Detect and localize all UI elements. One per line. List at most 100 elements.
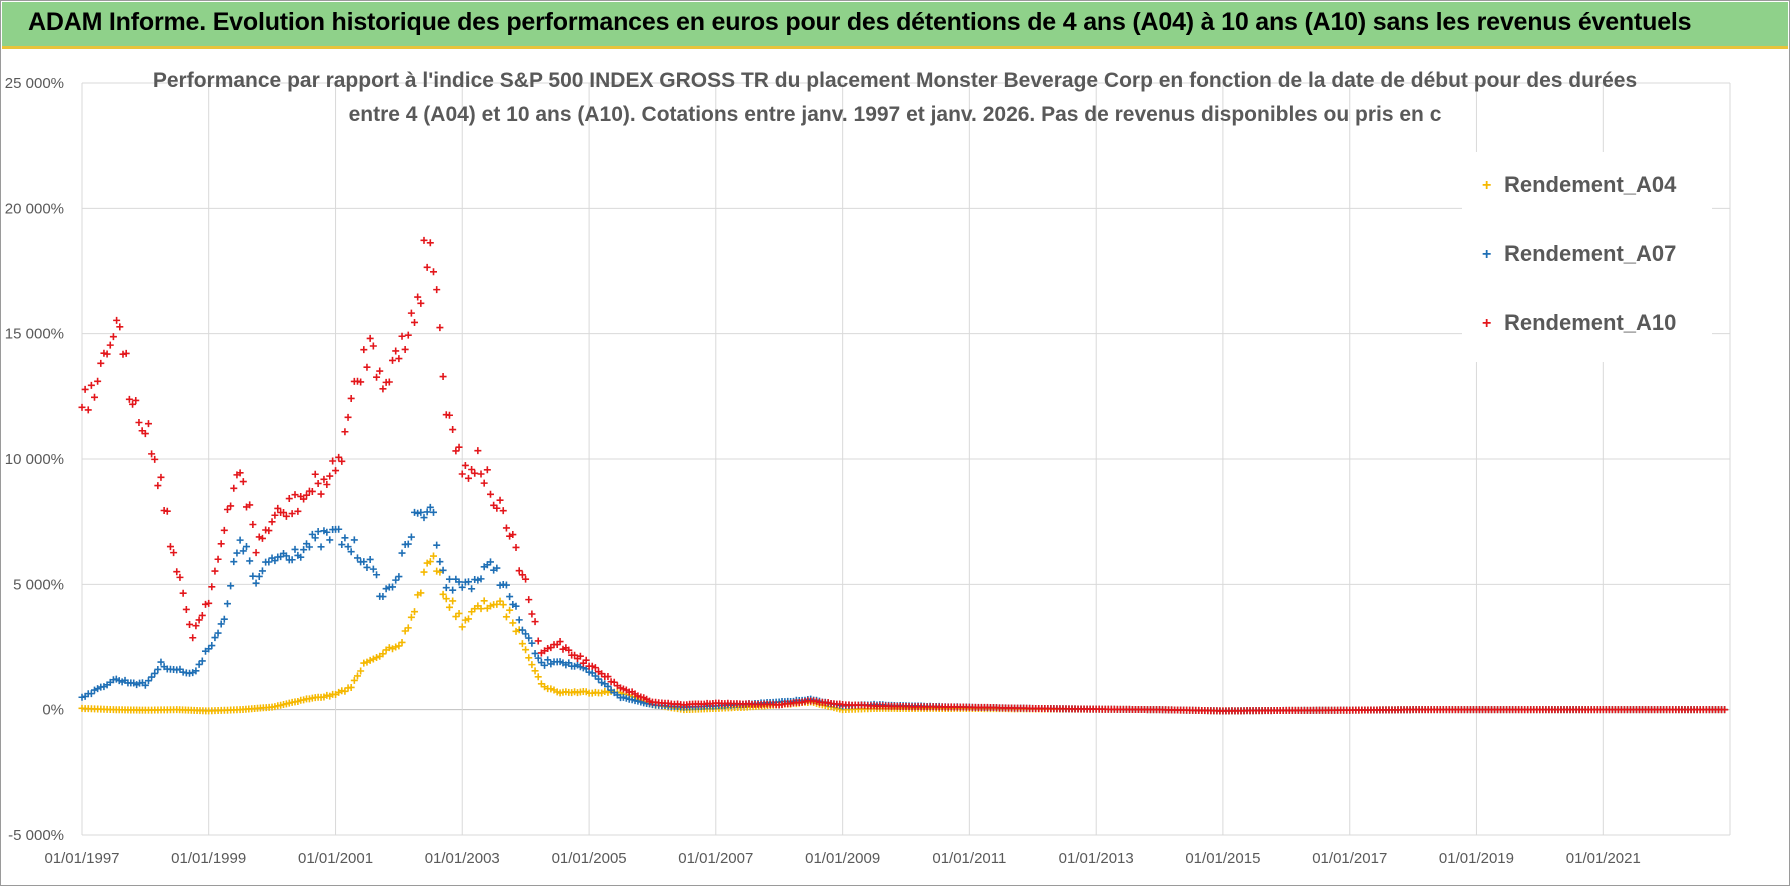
data-point-fill	[576, 652, 584, 660]
y-tick-label: 25 000%	[5, 75, 64, 92]
data-point-fill	[217, 620, 225, 628]
data-point-fill	[518, 626, 526, 634]
data-point-fill	[344, 543, 352, 551]
data-point-fill	[329, 457, 337, 465]
data-point-fill	[282, 512, 290, 520]
data-point-fill	[294, 507, 302, 515]
data-point	[332, 467, 340, 475]
data-point-fill	[154, 665, 162, 673]
data-point-fill	[518, 571, 526, 579]
data-point-fill	[515, 616, 523, 624]
data-point-fill	[255, 572, 263, 580]
data-point-fill	[282, 552, 290, 560]
data-point-fill	[323, 481, 331, 489]
data-point-fill	[509, 531, 517, 539]
data-point-fill	[341, 428, 349, 436]
data-point-fill	[223, 600, 231, 608]
data-point-fill	[350, 676, 358, 684]
data-point-fill	[404, 624, 412, 632]
data-point-fill	[291, 491, 299, 499]
data-point	[442, 595, 450, 603]
data-point-fill	[288, 510, 296, 518]
data-point-fill	[477, 575, 485, 583]
legend: + Rendement_A04 + Rendement_A07 + Rendement…	[1462, 152, 1712, 362]
data-point-fill	[445, 411, 453, 419]
data-point	[252, 549, 260, 557]
data-point-fill	[493, 564, 501, 572]
data-point-fill	[455, 443, 463, 451]
data-point-fill	[595, 675, 603, 683]
data-point-fill	[265, 527, 273, 535]
data-point-fill	[249, 572, 257, 580]
data-point-fill	[420, 236, 428, 244]
data-point-fill	[515, 567, 523, 575]
data-point-fill	[214, 555, 222, 563]
plus-marker-icon: +	[1482, 315, 1492, 333]
data-point-fill	[360, 558, 368, 566]
header-banner: ADAM Informe. Evolution historique des p…	[2, 2, 1788, 46]
legend-label-a10: Rendement_A10	[1504, 310, 1677, 335]
data-point-fill	[192, 622, 200, 630]
data-point	[189, 634, 197, 642]
data-point-fill	[227, 502, 235, 510]
data-point	[379, 593, 387, 601]
data-point	[157, 658, 165, 666]
data-point-fill	[297, 553, 305, 561]
data-point-fill	[525, 654, 533, 662]
y-tick-label: 20 000%	[5, 200, 64, 217]
data-point	[300, 495, 308, 503]
data-point-fill	[439, 590, 447, 598]
data-point-fill	[601, 687, 609, 695]
data-point-fill	[87, 690, 95, 698]
data-point-fill	[509, 619, 517, 627]
x-tick-label: 01/01/2019	[1439, 850, 1514, 867]
data-point-fill	[420, 514, 428, 522]
data-point-fill	[87, 381, 95, 389]
data-point-fill	[195, 616, 203, 624]
data-point	[458, 623, 466, 631]
data-point-fill	[166, 543, 174, 551]
data-point-fill	[544, 645, 552, 653]
data-point-fill	[414, 509, 422, 517]
data-point-fill	[373, 373, 381, 381]
data-point-fill	[350, 536, 358, 544]
data-point-fill	[493, 504, 501, 512]
data-point-fill	[420, 568, 428, 576]
data-point-fill	[588, 662, 596, 670]
data-point-fill	[417, 589, 425, 597]
data-point-fill	[84, 406, 92, 414]
data-point-fill	[326, 472, 334, 480]
data-point-fill	[135, 419, 143, 427]
data-point-fill	[317, 543, 325, 551]
data-point-fill	[338, 457, 346, 465]
data-point-fill	[407, 613, 415, 621]
data-point-fill	[163, 507, 171, 515]
data-point	[522, 575, 530, 583]
data-point-fill	[373, 654, 381, 662]
data-point-fill	[398, 332, 406, 340]
data-point	[205, 599, 213, 607]
data-point-fill	[439, 373, 447, 381]
legend-label-a04: Rendement_A04	[1504, 172, 1677, 197]
data-point	[426, 558, 434, 566]
data-point-fill	[534, 673, 542, 681]
data-point-fill	[280, 509, 288, 517]
y-tick-label: 15 000%	[5, 326, 64, 343]
data-point-fill	[531, 667, 539, 675]
data-point-fill	[314, 479, 322, 487]
data-point-fill	[452, 447, 460, 455]
data-point-fill	[308, 487, 316, 495]
data-point	[395, 573, 403, 581]
data-point	[347, 683, 355, 691]
data-point-fill	[366, 656, 374, 664]
data-point	[300, 546, 308, 554]
data-point-fill	[129, 400, 137, 408]
data-point-fill	[604, 673, 612, 681]
chart-title-line-2: entre 4 (A04) et 10 ans (A10). Cotations…	[348, 103, 1442, 126]
data-point-fill	[274, 504, 282, 512]
y-tick-label: 10 000%	[5, 451, 64, 468]
data-point-fill	[404, 331, 412, 339]
data-point-fill	[195, 660, 203, 668]
data-point	[252, 579, 260, 587]
data-point	[141, 681, 149, 689]
